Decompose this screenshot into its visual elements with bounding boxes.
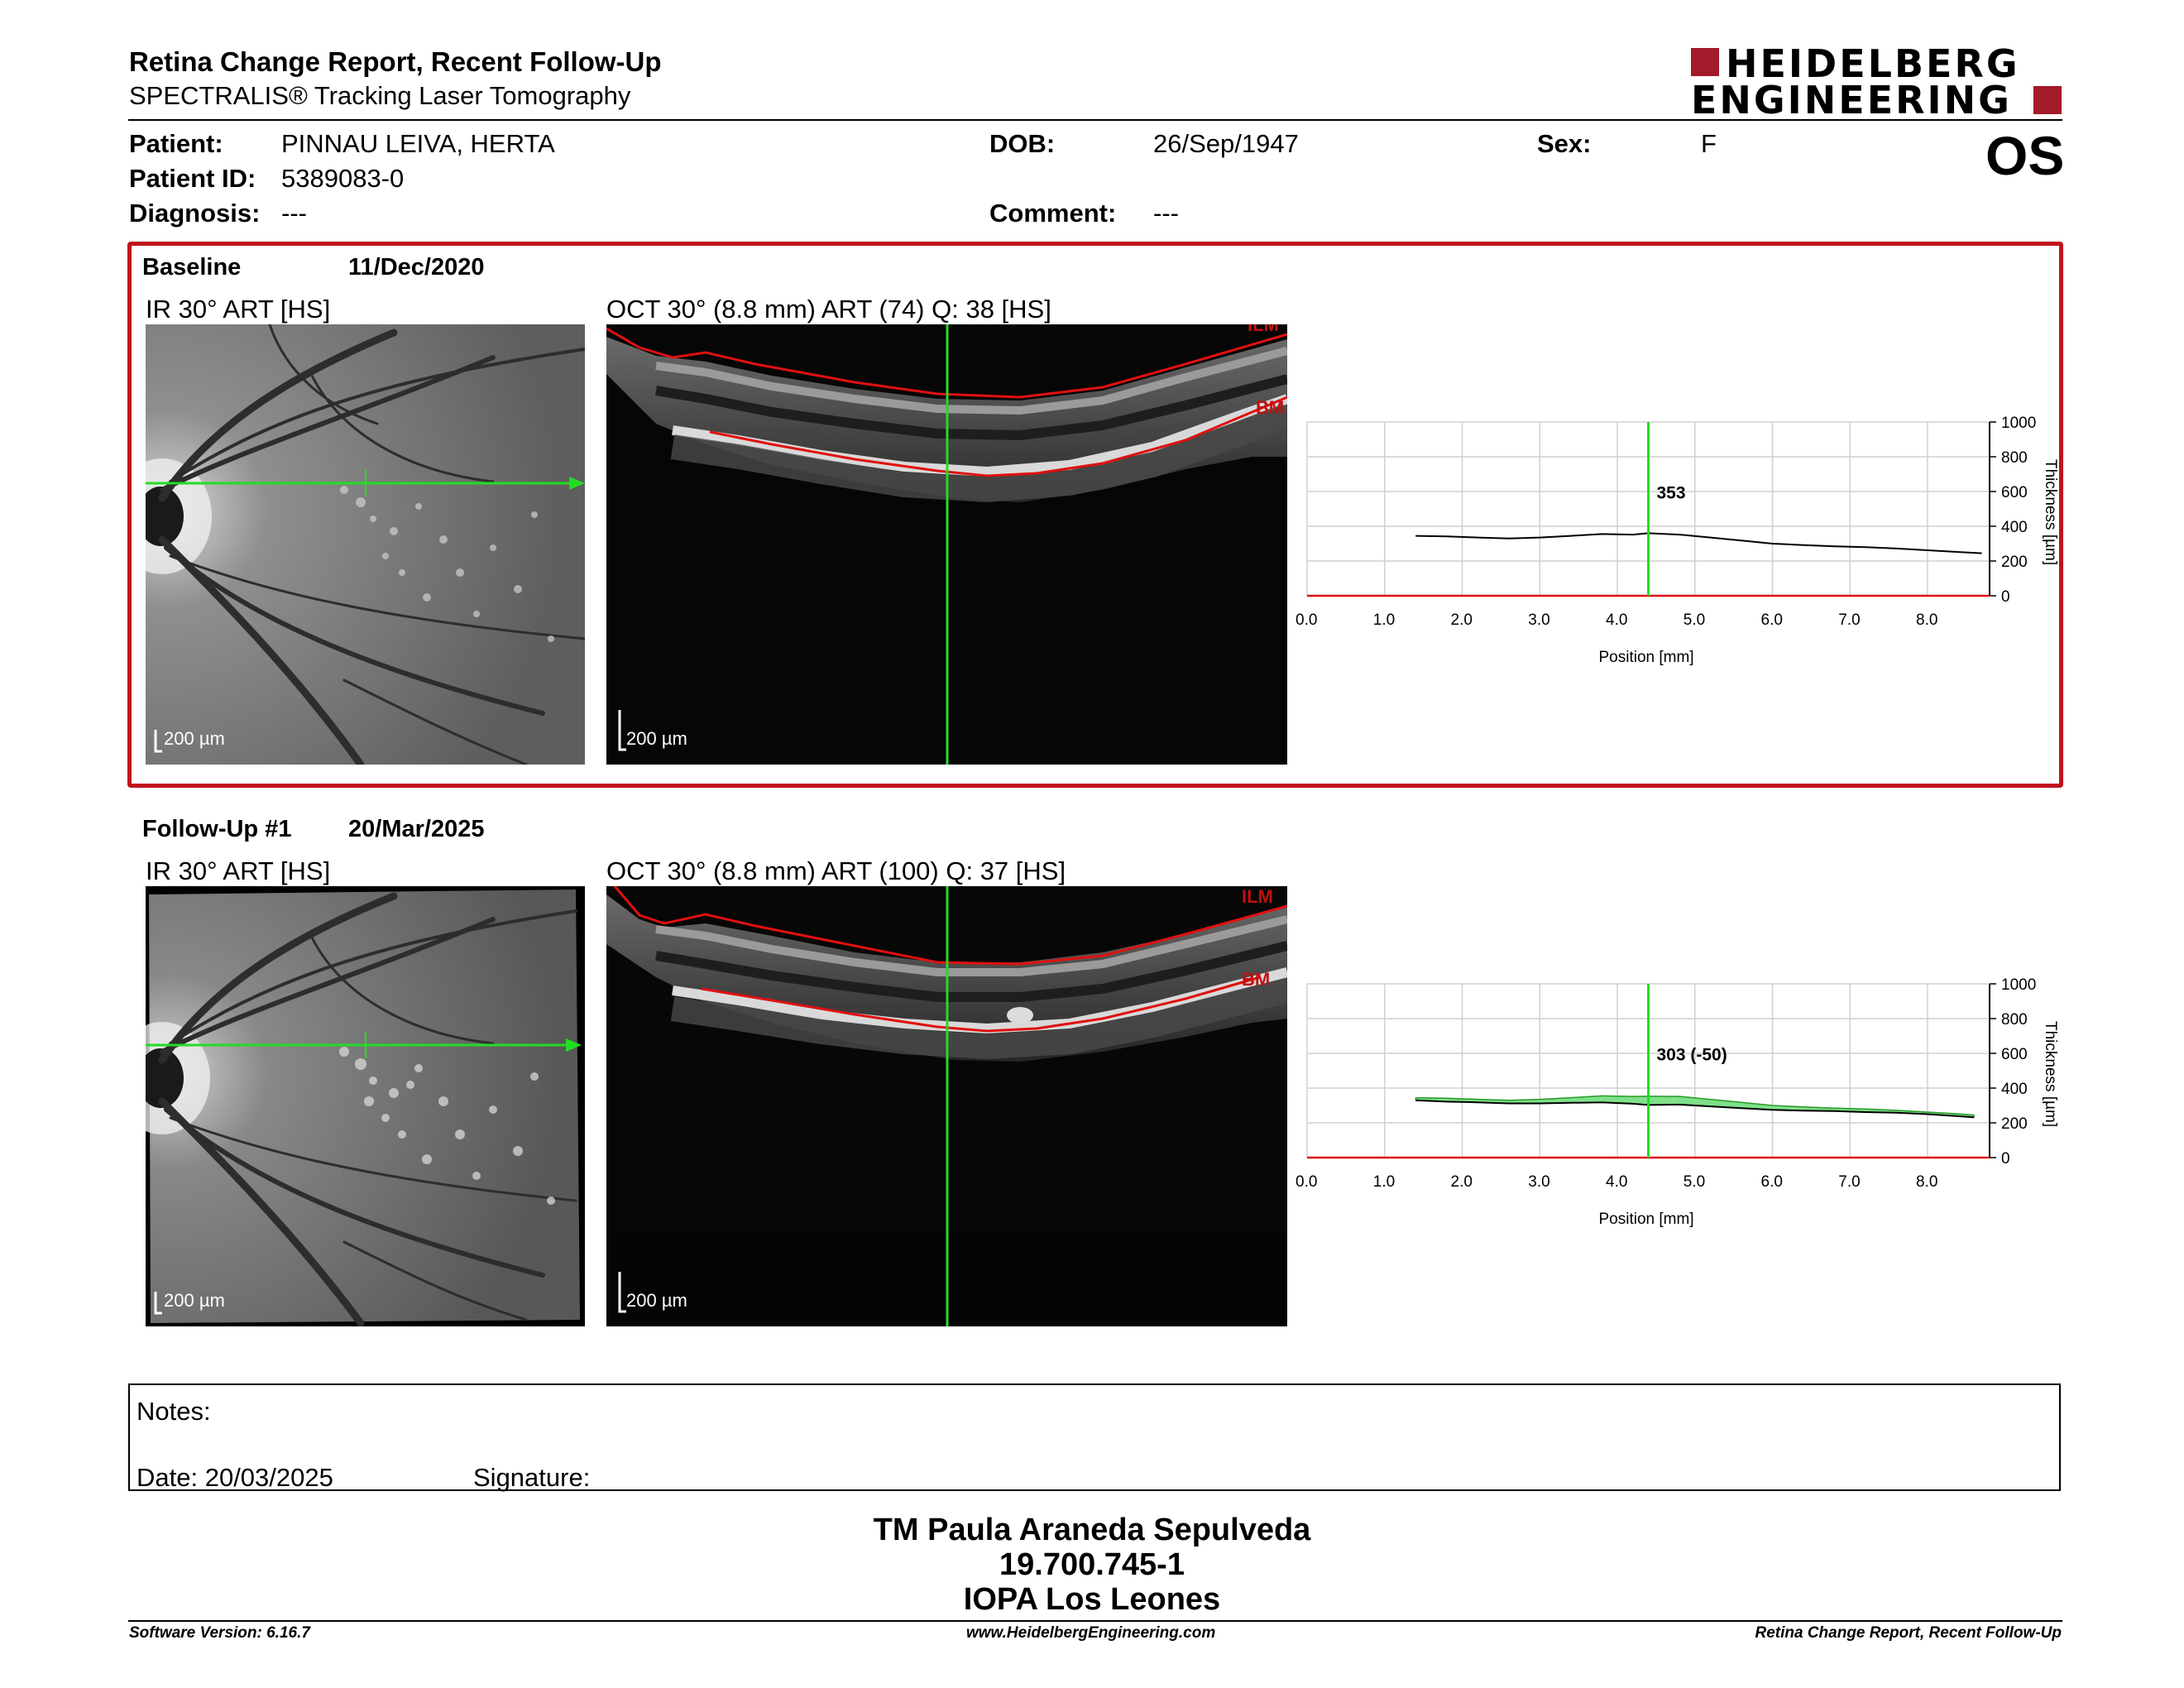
footer-report-name: Retina Change Report, Recent Follow-Up [1755,1624,2062,1642]
footer-institution: IOPA Los Leones [963,1582,1221,1617]
x-tick-label: 1.0 [1373,611,1395,629]
eye-indicator: OS [1985,125,2065,186]
baseline-thickness-line [1415,1095,1975,1116]
baseline-ir-scale: 200 µm [164,728,225,749]
x-tick-label: 3.0 [1528,611,1549,629]
baseline-oct-label: OCT 30° (8.8 mm) ART (74) Q: 38 [HS] [606,295,1051,324]
x-tick-label: 5.0 [1684,611,1705,629]
baseline-ilm-tag: ILM [1248,324,1279,335]
y-tick-label: 1000 [2001,976,2036,994]
followup-ir-image: 200 µm [146,886,585,1326]
cursor-value-label: 303 (-50) [1657,1045,1727,1064]
cursor-value-label: 353 [1657,483,1686,502]
patient-name: PINNAU LEIVA, HERTA [281,129,555,158]
sex-value: F [1701,129,1717,158]
followup-ilm-tag: ILM [1242,886,1273,907]
logo-block-bottom [2033,86,2062,114]
baseline-fundus-graphic [146,324,585,765]
x-tick-label: 8.0 [1916,1173,1937,1191]
x-tick-label: 2.0 [1451,1173,1473,1191]
notes-box: Notes: Date: 20/03/2025 Signature: [128,1383,2061,1492]
baseline-frame [127,242,2063,788]
diagnosis-value: --- [281,199,307,228]
baseline-oct-scale: 200 µm [626,728,687,749]
followup-ir-scale: 200 µm [164,1290,225,1311]
y-tick-label: 600 [2001,1046,2028,1063]
y-tick-label: 400 [2001,519,2028,536]
dob-value: 26/Sep/1947 [1153,129,1299,158]
followup-oct-scale: 200 µm [626,1290,687,1311]
x-tick-label: 4.0 [1606,1173,1627,1191]
followup-oct-graphic: ILM BM [606,886,1287,1326]
y-tick-label: 400 [2001,1081,2028,1098]
y-tick-label: 800 [2001,449,2028,467]
header-rule [128,119,2062,121]
y-tick-label: 200 [2001,554,2028,571]
footer-rule [128,1620,2062,1622]
x-tick-label: 8.0 [1916,611,1937,629]
x-tick-label: 0.0 [1296,611,1317,629]
y-axis-label: Thickness [µm] [2042,1021,2059,1127]
x-tick-label: 7.0 [1838,1173,1860,1191]
x-tick-label: 1.0 [1373,1173,1395,1191]
sex-label: Sex: [1537,129,1592,158]
x-axis-label: Position [mm] [1599,649,1694,666]
followup-bm-tag: BM [1242,969,1270,990]
comment-value: --- [1153,199,1179,228]
logo-line1: HEIDELBERG [1726,41,2020,86]
diagnosis-label: Diagnosis: [129,199,261,228]
followup-thickness-chart: 0 200 400 600 800 1000 0.0 1.0 2.0 3.0 4.0 5.0 6.0 7.… [1296,976,2059,1228]
y-tick-label: 0 [2001,1150,2010,1168]
y-tick-label: 600 [2001,484,2028,501]
signature-label: Signature: [473,1463,591,1492]
baseline-bm-tag: BM [1256,397,1284,418]
y-tick-label: 200 [2001,1115,2028,1133]
notes-date: Date: 20/03/2025 [136,1463,333,1492]
followup-thickness-line [1415,1099,1975,1119]
followup-oct-image: ILM BM 200 µm [606,886,1287,1326]
x-tick-label: 2.0 [1451,611,1473,629]
x-tick-label: 3.0 [1528,1173,1549,1191]
patient-id: 5389083-0 [281,164,405,193]
logo-line2: ENGINEERING [1691,78,2012,122]
followup-ir-label: IR 30° ART [HS] [146,856,331,885]
y-axis-label: Thickness [µm] [2042,459,2059,565]
patient-id-label: Patient ID: [129,164,256,193]
baseline-ir-image: 200 µm [146,324,585,765]
baseline-label: Baseline [142,254,242,281]
followup-date: 20/Mar/2025 [348,816,485,842]
x-tick-label: 5.0 [1684,1173,1705,1191]
x-tick-label: 4.0 [1606,611,1627,629]
x-tick-label: 0.0 [1296,1173,1317,1191]
baseline-thickness-chart: 0 200 400 600 800 1000 0.0 1.0 2.0 3.0 4.0 5.0 6.0 7.… [1296,415,2059,666]
y-tick-label: 1000 [2001,415,2036,432]
patient-label: Patient: [129,129,223,158]
x-tick-label: 7.0 [1838,611,1860,629]
thickness-line [1415,532,1982,554]
logo-block-top [1691,48,1719,76]
dob-label: DOB: [989,129,1056,158]
baseline-oct-image: ILM BM 200 µm [606,324,1287,765]
footer-operator: TM Paula Araneda Sepulveda [873,1513,1311,1547]
footer-id: 19.700.745-1 [999,1547,1185,1582]
y-tick-label: 0 [2001,588,2010,606]
software-version: Software Version: 6.16.7 [129,1624,310,1642]
report-subtitle: SPECTRALIS® Tracking Laser Tomography [129,81,631,110]
comment-label: Comment: [989,199,1117,228]
x-axis-label: Position [mm] [1599,1211,1694,1228]
notes-label: Notes: [136,1397,211,1426]
website-link[interactable]: www.HeidelbergEngineering.com [966,1624,1216,1642]
y-tick-label: 800 [2001,1011,2028,1029]
followup-fundus-graphic [146,886,585,1326]
baseline-oct-graphic: ILM BM [606,324,1287,765]
report-title: Retina Change Report, Recent Follow-Up [129,46,662,77]
x-tick-label: 6.0 [1761,611,1783,629]
baseline-date: 11/Dec/2020 [348,254,485,281]
followup-label: Follow-Up #1 [142,816,292,842]
baseline-ir-label: IR 30° ART [HS] [146,295,331,324]
followup-oct-label: OCT 30° (8.8 mm) ART (100) Q: 37 [HS] [606,856,1066,885]
x-tick-label: 6.0 [1761,1173,1783,1191]
